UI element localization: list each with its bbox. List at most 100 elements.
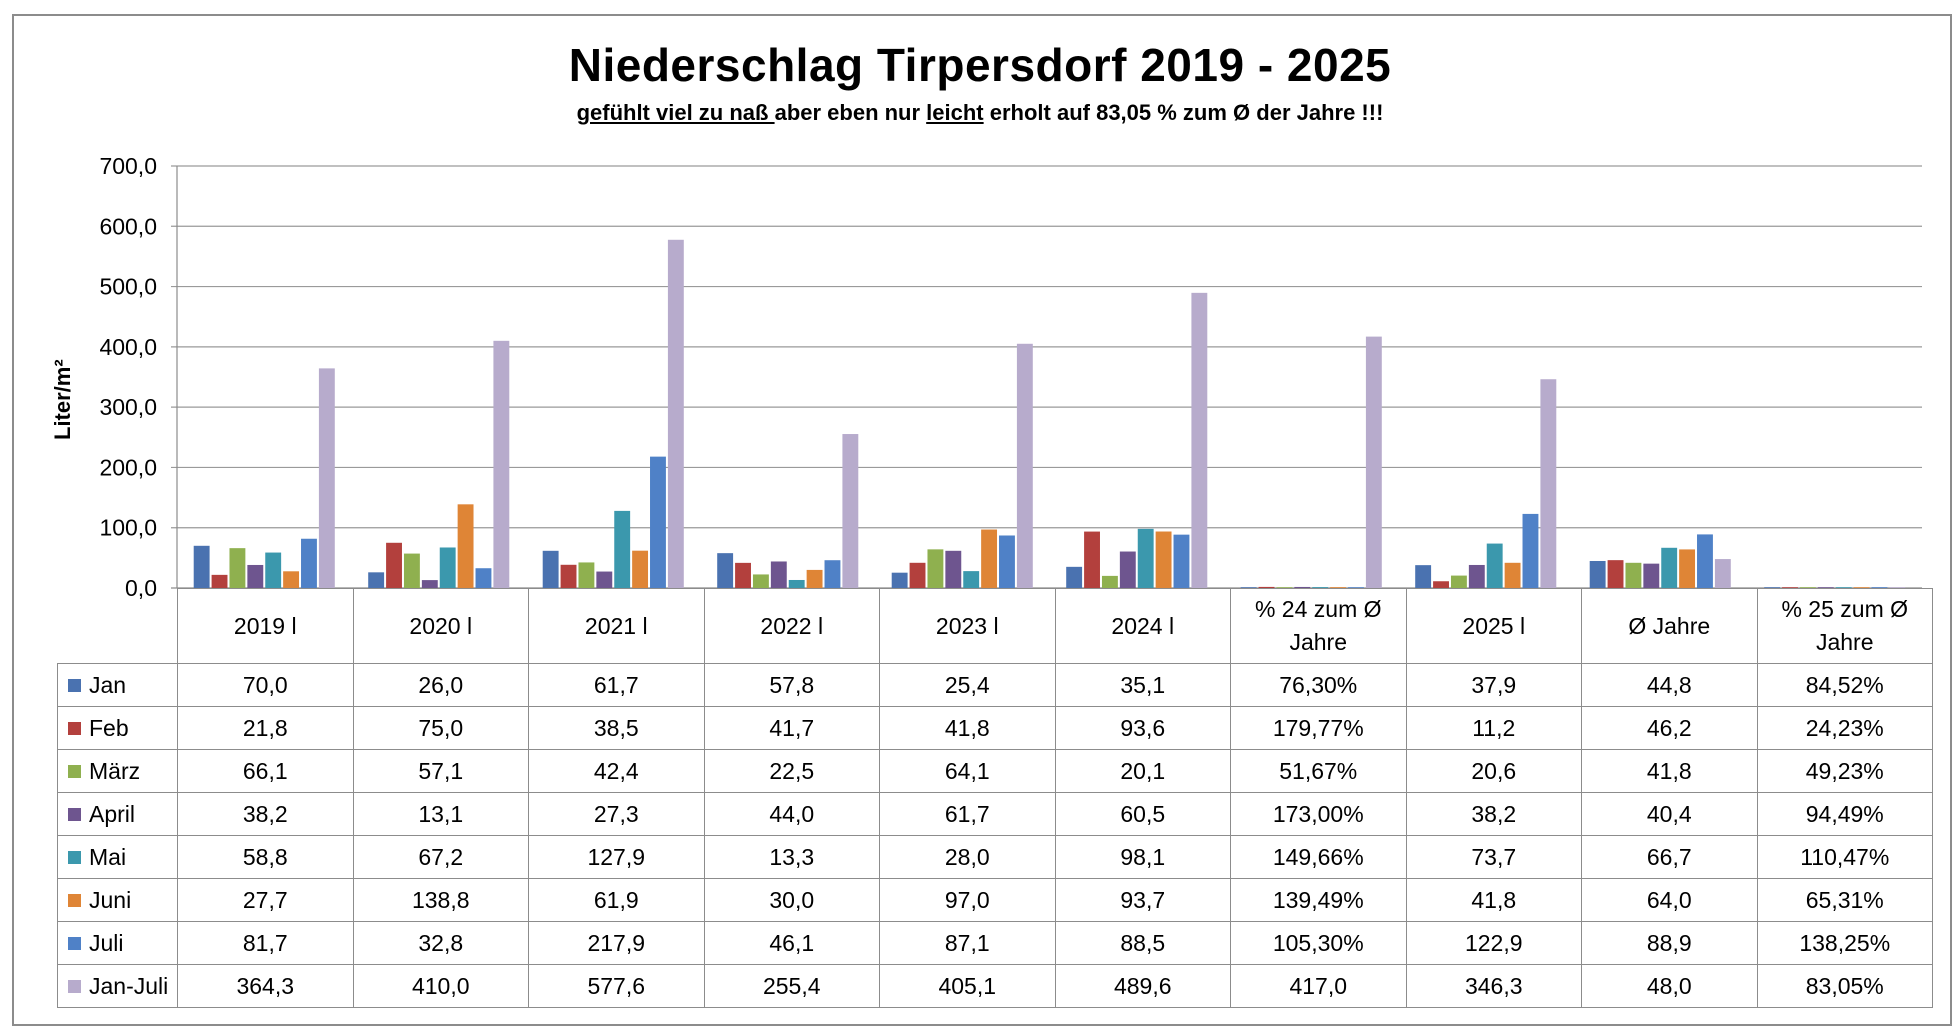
data-label: 42,4 <box>528 749 705 793</box>
data-label: 149,66% <box>1230 835 1407 879</box>
bar-april-2021-l <box>596 571 613 588</box>
bar-mai-25-zum-jahre <box>1835 587 1852 588</box>
data-label: 66,7 <box>1581 835 1758 879</box>
data-label: 58,8 <box>177 835 354 879</box>
data-label: 94,49% <box>1756 792 1933 836</box>
data-label: 40,4 <box>1581 792 1758 836</box>
series-legend-label: Jan-Juli <box>57 964 178 1008</box>
bar-m-rz-2023-l <box>927 549 944 588</box>
data-label: 139,49% <box>1230 878 1407 922</box>
data-label: 81,7 <box>177 921 354 965</box>
data-label: 27,7 <box>177 878 354 922</box>
bar-jan-25-zum-jahre <box>1764 587 1781 588</box>
bar-juli-2024-l <box>1173 534 1190 588</box>
data-label: 64,0 <box>1581 878 1758 922</box>
data-label: 46,1 <box>703 921 880 965</box>
data-label: 41,8 <box>879 706 1056 750</box>
data-label: 76,30% <box>1230 663 1407 707</box>
bar-juli-25-zum-jahre <box>1871 587 1888 588</box>
data-label: 13,1 <box>352 792 529 836</box>
data-label: 49,23% <box>1756 749 1933 793</box>
data-label: 38,5 <box>528 706 705 750</box>
series-legend-label: März <box>57 749 178 793</box>
bar-m-rz-2020-l <box>403 553 420 588</box>
series-name: Juli <box>89 929 124 956</box>
bar-juni-2020-l <box>457 504 474 588</box>
bar-jan-juli-2023-l <box>1016 343 1033 588</box>
data-label: 66,1 <box>177 749 354 793</box>
bar-juni-25-zum-jahre <box>1853 587 1870 588</box>
data-label: 364,3 <box>177 964 354 1008</box>
bar-juni-2021-l <box>632 550 649 588</box>
table-row: Mai 58,8 67,2 127,9 13,3 28,0 98,1 149,66% 73,7 6… <box>57 835 1933 879</box>
data-label: 64,1 <box>879 749 1056 793</box>
y-tick-label: 200,0 <box>99 454 157 480</box>
bar-juni-24-zum-jahre <box>1330 587 1347 588</box>
legend-swatch <box>68 893 81 907</box>
bar-mai-2025-l <box>1486 543 1503 588</box>
bar-mai-2019-l <box>265 552 282 588</box>
legend-swatch <box>68 764 81 778</box>
table-col-header: 2025 l <box>1405 588 1582 664</box>
table-header-row: 2019 l 2020 l 2021 l 2022 l 2023 l 2024 l% 24… <box>57 588 1933 664</box>
bar-juli-2019-l <box>301 538 317 588</box>
data-label: 30,0 <box>703 878 880 922</box>
data-label: 93,6 <box>1054 706 1231 750</box>
data-table: 2019 l 2020 l 2021 l 2022 l 2023 l 2024 l% 24… <box>57 588 1933 1008</box>
data-label: 70,0 <box>177 663 354 707</box>
bar-feb-2023-l <box>909 562 926 588</box>
bar-mai-jahre <box>1661 547 1678 588</box>
bar-jan-2025-l <box>1415 565 1432 588</box>
data-label: 97,0 <box>879 878 1056 922</box>
data-label: 20,6 <box>1405 749 1582 793</box>
bar-april-2022-l <box>770 561 787 588</box>
subtitle-part-1: gefühlt viel zu naß <box>576 100 775 125</box>
data-label: 27,3 <box>528 792 705 836</box>
bar-feb-2025-l <box>1433 581 1449 588</box>
table-row: Jan 70,0 26,0 61,7 57,8 25,4 35,1 76,30% 37,9 44,… <box>57 663 1933 707</box>
data-label: 255,4 <box>703 964 880 1008</box>
data-label: 93,7 <box>1054 878 1231 922</box>
bar-juni-jahre <box>1679 549 1696 588</box>
bar-juli-2021-l <box>650 456 666 588</box>
data-label: 88,5 <box>1054 921 1231 965</box>
subtitle-part-4: erholt auf 83,05 % zum Ø der Jahre !!! <box>983 100 1384 125</box>
legend-swatch <box>68 850 81 864</box>
y-tick-label: 100,0 <box>99 515 157 541</box>
bar-m-rz-2019-l <box>229 548 246 588</box>
bar-m-rz-jahre <box>1625 562 1642 588</box>
bar-jan-2020-l <box>368 572 385 588</box>
data-label: 489,6 <box>1054 964 1231 1008</box>
bar-juni-2019-l <box>283 571 300 588</box>
data-label: 417,0 <box>1230 964 1407 1008</box>
data-label: 577,6 <box>528 964 705 1008</box>
bar-m-rz-2021-l <box>578 562 595 588</box>
data-label: 57,8 <box>703 663 880 707</box>
legend-swatch <box>68 936 81 950</box>
bar-juli-2022-l <box>824 560 841 588</box>
series-name: Jan-Juli <box>89 972 169 999</box>
legend-swatch <box>68 721 81 735</box>
data-label: 44,0 <box>703 792 880 836</box>
data-label: 41,8 <box>1581 749 1758 793</box>
series-name: April <box>89 800 136 827</box>
data-label: 32,8 <box>352 921 529 965</box>
data-label: 22,5 <box>703 749 880 793</box>
data-label: 37,9 <box>1405 663 1582 707</box>
series-legend-label: Mai <box>57 835 178 879</box>
data-label: 21,8 <box>177 706 354 750</box>
bar-jan-juli-2022-l <box>842 434 859 588</box>
table-row: April 38,2 13,1 27,3 44,0 61,7 60,5 173,00% 38,2… <box>57 792 1933 836</box>
chart-subtitle: gefühlt viel zu naß aber eben nur leicht… <box>0 100 1960 126</box>
subtitle-part-3: leicht <box>926 100 984 125</box>
data-label: 65,31% <box>1756 878 1933 922</box>
bar-juli-2025-l <box>1522 513 1539 588</box>
data-label: 26,0 <box>352 663 529 707</box>
data-label: 28,0 <box>879 835 1056 879</box>
bar-jan-juli-2020-l <box>493 340 510 588</box>
bar-jan-2021-l <box>542 550 559 588</box>
bar-april-25-zum-jahre <box>1817 587 1834 588</box>
table-row: Feb 21,8 75,0 38,5 41,7 41,8 93,6 179,77% 11,2 46… <box>57 706 1933 750</box>
bar-jan-24-zum-jahre <box>1240 587 1257 588</box>
data-label: 83,05% <box>1756 964 1933 1008</box>
